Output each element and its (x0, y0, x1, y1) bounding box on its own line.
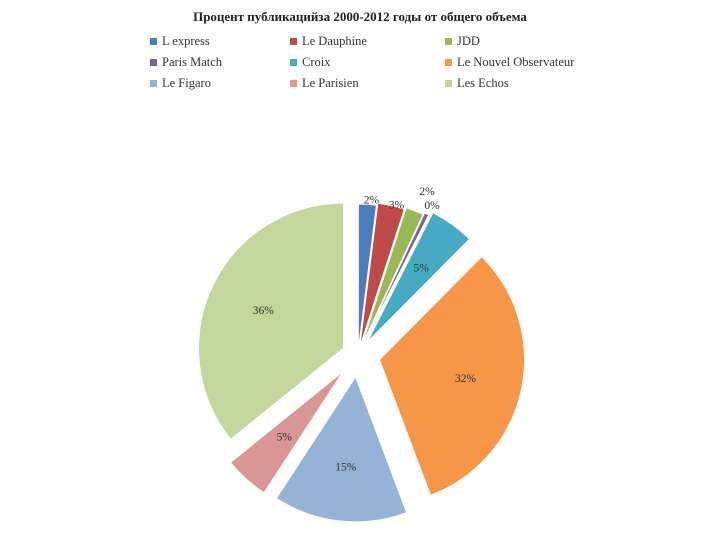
legend-item: Croix (290, 55, 330, 70)
legend-label: Croix (302, 55, 331, 69)
pie-slice (359, 202, 405, 348)
pie-slice (229, 370, 344, 494)
legend-item: Le Dauphine (290, 34, 367, 49)
data-label: 32% (455, 373, 477, 385)
legend-label: Les Echos (457, 76, 509, 90)
pie-slice (366, 212, 471, 343)
legend-item: Les Echos (445, 76, 509, 91)
legend-swatch (290, 59, 297, 66)
legend-swatch (150, 59, 157, 66)
pie-slice (378, 255, 525, 496)
legend-label: JDD (457, 34, 480, 48)
pie-slice (198, 202, 345, 440)
pie-slice (357, 203, 378, 350)
data-label: 2% (419, 186, 435, 198)
legend-label: Le Dauphine (302, 34, 367, 48)
data-label: 15% (335, 461, 357, 473)
data-label: 0% (424, 200, 440, 212)
legend-item: Le Parisien (290, 76, 359, 91)
legend-swatch (445, 38, 452, 45)
pie-slice (275, 375, 408, 523)
legend-label: Paris Match (162, 55, 223, 69)
legend-swatch (150, 80, 157, 87)
legend-label: Le Parisien (302, 76, 359, 90)
data-label: 36% (253, 305, 275, 317)
data-label: 3% (389, 200, 405, 212)
legend-label: L express (162, 34, 210, 48)
legend-label: Le Figaro (162, 76, 211, 90)
legend-swatch (290, 38, 297, 45)
chart-title: Процент публикацийза 2000-2012 годы от о… (193, 9, 527, 24)
legend-swatch (445, 80, 452, 87)
legend-item: L express (150, 34, 210, 49)
data-label: 5% (414, 262, 430, 274)
legend-item: Paris Match (150, 55, 222, 70)
pie-slice (361, 207, 424, 346)
legend-swatch (290, 80, 297, 87)
legend-item: Le Figaro (150, 76, 211, 91)
legend-label: Le Nouvel Observateur (457, 55, 575, 69)
legend-swatch (445, 59, 452, 66)
legend-swatch (150, 38, 157, 45)
data-label: 5% (277, 432, 293, 444)
legend-item: JDD (445, 34, 480, 49)
data-label: 2% (364, 194, 380, 206)
pie-slice (362, 212, 430, 345)
legend-item: Le Nouvel Observateur (445, 55, 574, 70)
